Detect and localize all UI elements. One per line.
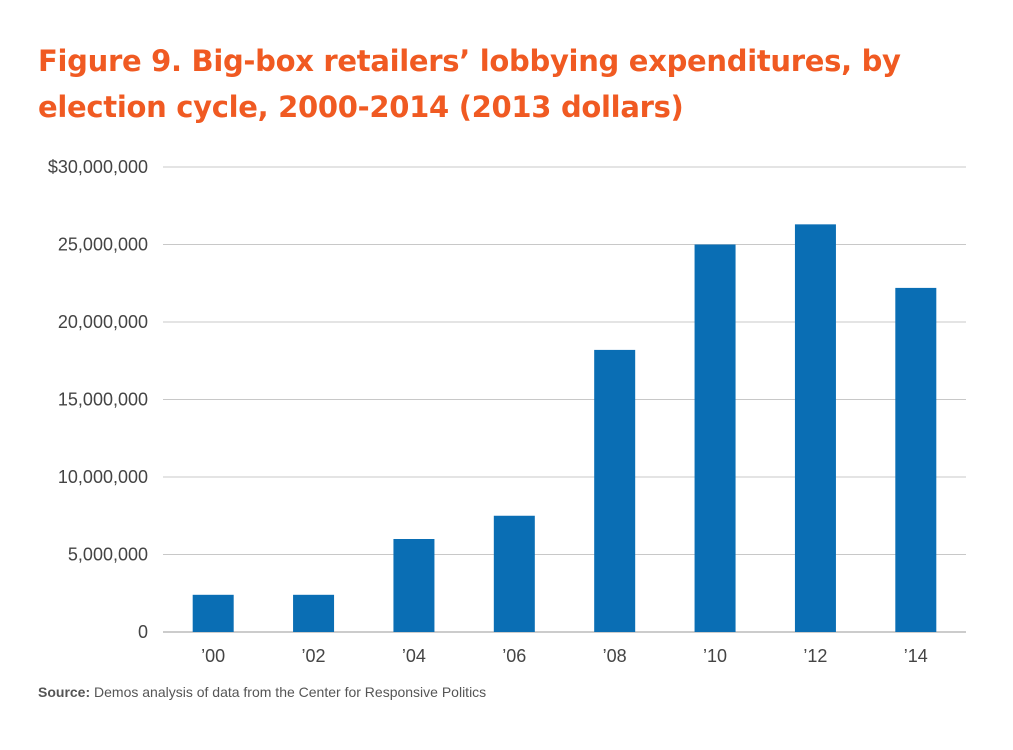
x-tick-label: ’06 bbox=[502, 646, 526, 666]
y-tick-label: 20,000,000 bbox=[58, 312, 148, 332]
bar bbox=[393, 539, 435, 632]
bar bbox=[293, 594, 335, 632]
x-tick-label: ’12 bbox=[803, 646, 827, 666]
y-tick-label: 5,000,000 bbox=[68, 545, 148, 565]
x-tick-labels: ’00 ’02 ’04 ’06 ’08 ’10 ’12 ’14 bbox=[201, 646, 928, 666]
y-tick-label: 10,000,000 bbox=[58, 467, 148, 487]
y-tick-labels: 0 5,000,000 10,000,000 15,000,000 20,000,000… bbox=[48, 157, 148, 642]
x-tick-label: ’04 bbox=[402, 646, 426, 666]
x-tick-label: ’08 bbox=[603, 646, 627, 666]
gridlines bbox=[163, 166, 966, 633]
x-tick-label: ’00 bbox=[201, 646, 225, 666]
bar bbox=[794, 224, 836, 632]
chart-title: Figure 9. Big-box retailers’ lobbying ex… bbox=[38, 44, 901, 124]
x-tick-label: ’14 bbox=[904, 646, 928, 666]
bar bbox=[895, 287, 937, 632]
bar bbox=[493, 515, 535, 632]
source-label: Source: bbox=[38, 684, 91, 700]
y-tick-label: 15,000,000 bbox=[58, 390, 148, 410]
x-tick-label: ’02 bbox=[302, 646, 326, 666]
bar-chart: 0 5,000,000 10,000,000 15,000,000 20,000,000… bbox=[48, 157, 966, 666]
y-tick-label: $30,000,000 bbox=[48, 157, 148, 177]
bars bbox=[192, 224, 937, 632]
bar bbox=[192, 594, 234, 632]
y-tick-label: 0 bbox=[138, 622, 148, 642]
x-tick-label: ’10 bbox=[703, 646, 727, 666]
bar bbox=[694, 244, 736, 632]
source-text: Demos analysis of data from the Center f… bbox=[90, 684, 487, 700]
source-note: Source: Demos analysis of data from the … bbox=[38, 684, 486, 700]
y-tick-label: 25,000,000 bbox=[58, 235, 148, 255]
bar bbox=[594, 349, 636, 632]
